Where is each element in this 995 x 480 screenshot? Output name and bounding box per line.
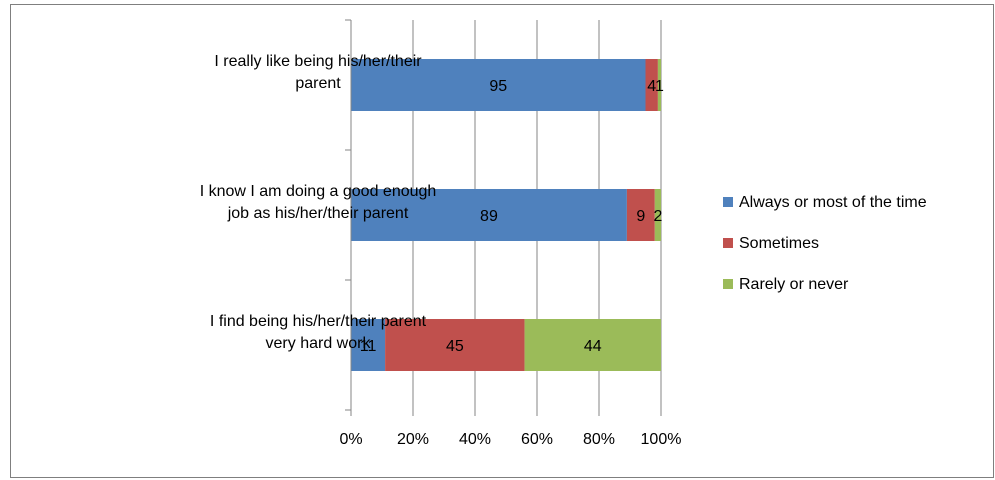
data-label: 11 bbox=[360, 338, 377, 355]
category-label: I really like being his/her/their bbox=[214, 53, 422, 70]
category-label: parent bbox=[295, 75, 341, 92]
data-label: 89 bbox=[480, 208, 498, 225]
bars bbox=[351, 59, 661, 371]
bar-segment bbox=[657, 59, 661, 111]
data-label: 4 bbox=[647, 78, 656, 95]
bar-segment bbox=[524, 319, 661, 371]
data-label: 9 bbox=[636, 208, 645, 225]
x-tick-label: 80% bbox=[583, 431, 615, 448]
labels: 0% 20% 40% 60% 80% 100% 95 41 I really like bein… bbox=[200, 53, 682, 448]
legend-label: Always or most of the time bbox=[739, 194, 927, 211]
data-label: 2 bbox=[653, 208, 662, 225]
data-label: 44 bbox=[584, 338, 602, 355]
legend-label: Rarely or never bbox=[739, 276, 849, 293]
legend-swatch bbox=[723, 238, 733, 248]
bar-segment bbox=[351, 189, 627, 241]
legend-swatch bbox=[723, 279, 733, 289]
data-label: 1 bbox=[655, 78, 664, 95]
data-label: 95 bbox=[489, 78, 507, 95]
bar-segment bbox=[385, 319, 525, 371]
legend-label: Sometimes bbox=[739, 235, 819, 252]
x-tick-label: 100% bbox=[641, 431, 682, 448]
x-tick-label: 60% bbox=[521, 431, 553, 448]
legend-swatch bbox=[723, 197, 733, 207]
bar-segment bbox=[351, 59, 646, 111]
category-label: I find being his/her/their parent bbox=[210, 313, 427, 330]
bar-segment bbox=[626, 189, 655, 241]
bar-segment bbox=[645, 59, 658, 111]
category-label: very hard work bbox=[266, 335, 372, 352]
axes bbox=[345, 19, 662, 416]
bar-segment bbox=[351, 319, 386, 371]
category-label: I know I am doing a good enough bbox=[200, 183, 437, 200]
legend: Always or most of the time Sometimes Rarel… bbox=[723, 194, 927, 293]
data-label: 45 bbox=[446, 338, 464, 355]
x-tick-label: 20% bbox=[397, 431, 429, 448]
bar-segment bbox=[654, 189, 661, 241]
x-tick-label: 0% bbox=[339, 431, 362, 448]
x-tick-label: 40% bbox=[459, 431, 491, 448]
category-label: job as his/her/their parent bbox=[227, 205, 409, 222]
